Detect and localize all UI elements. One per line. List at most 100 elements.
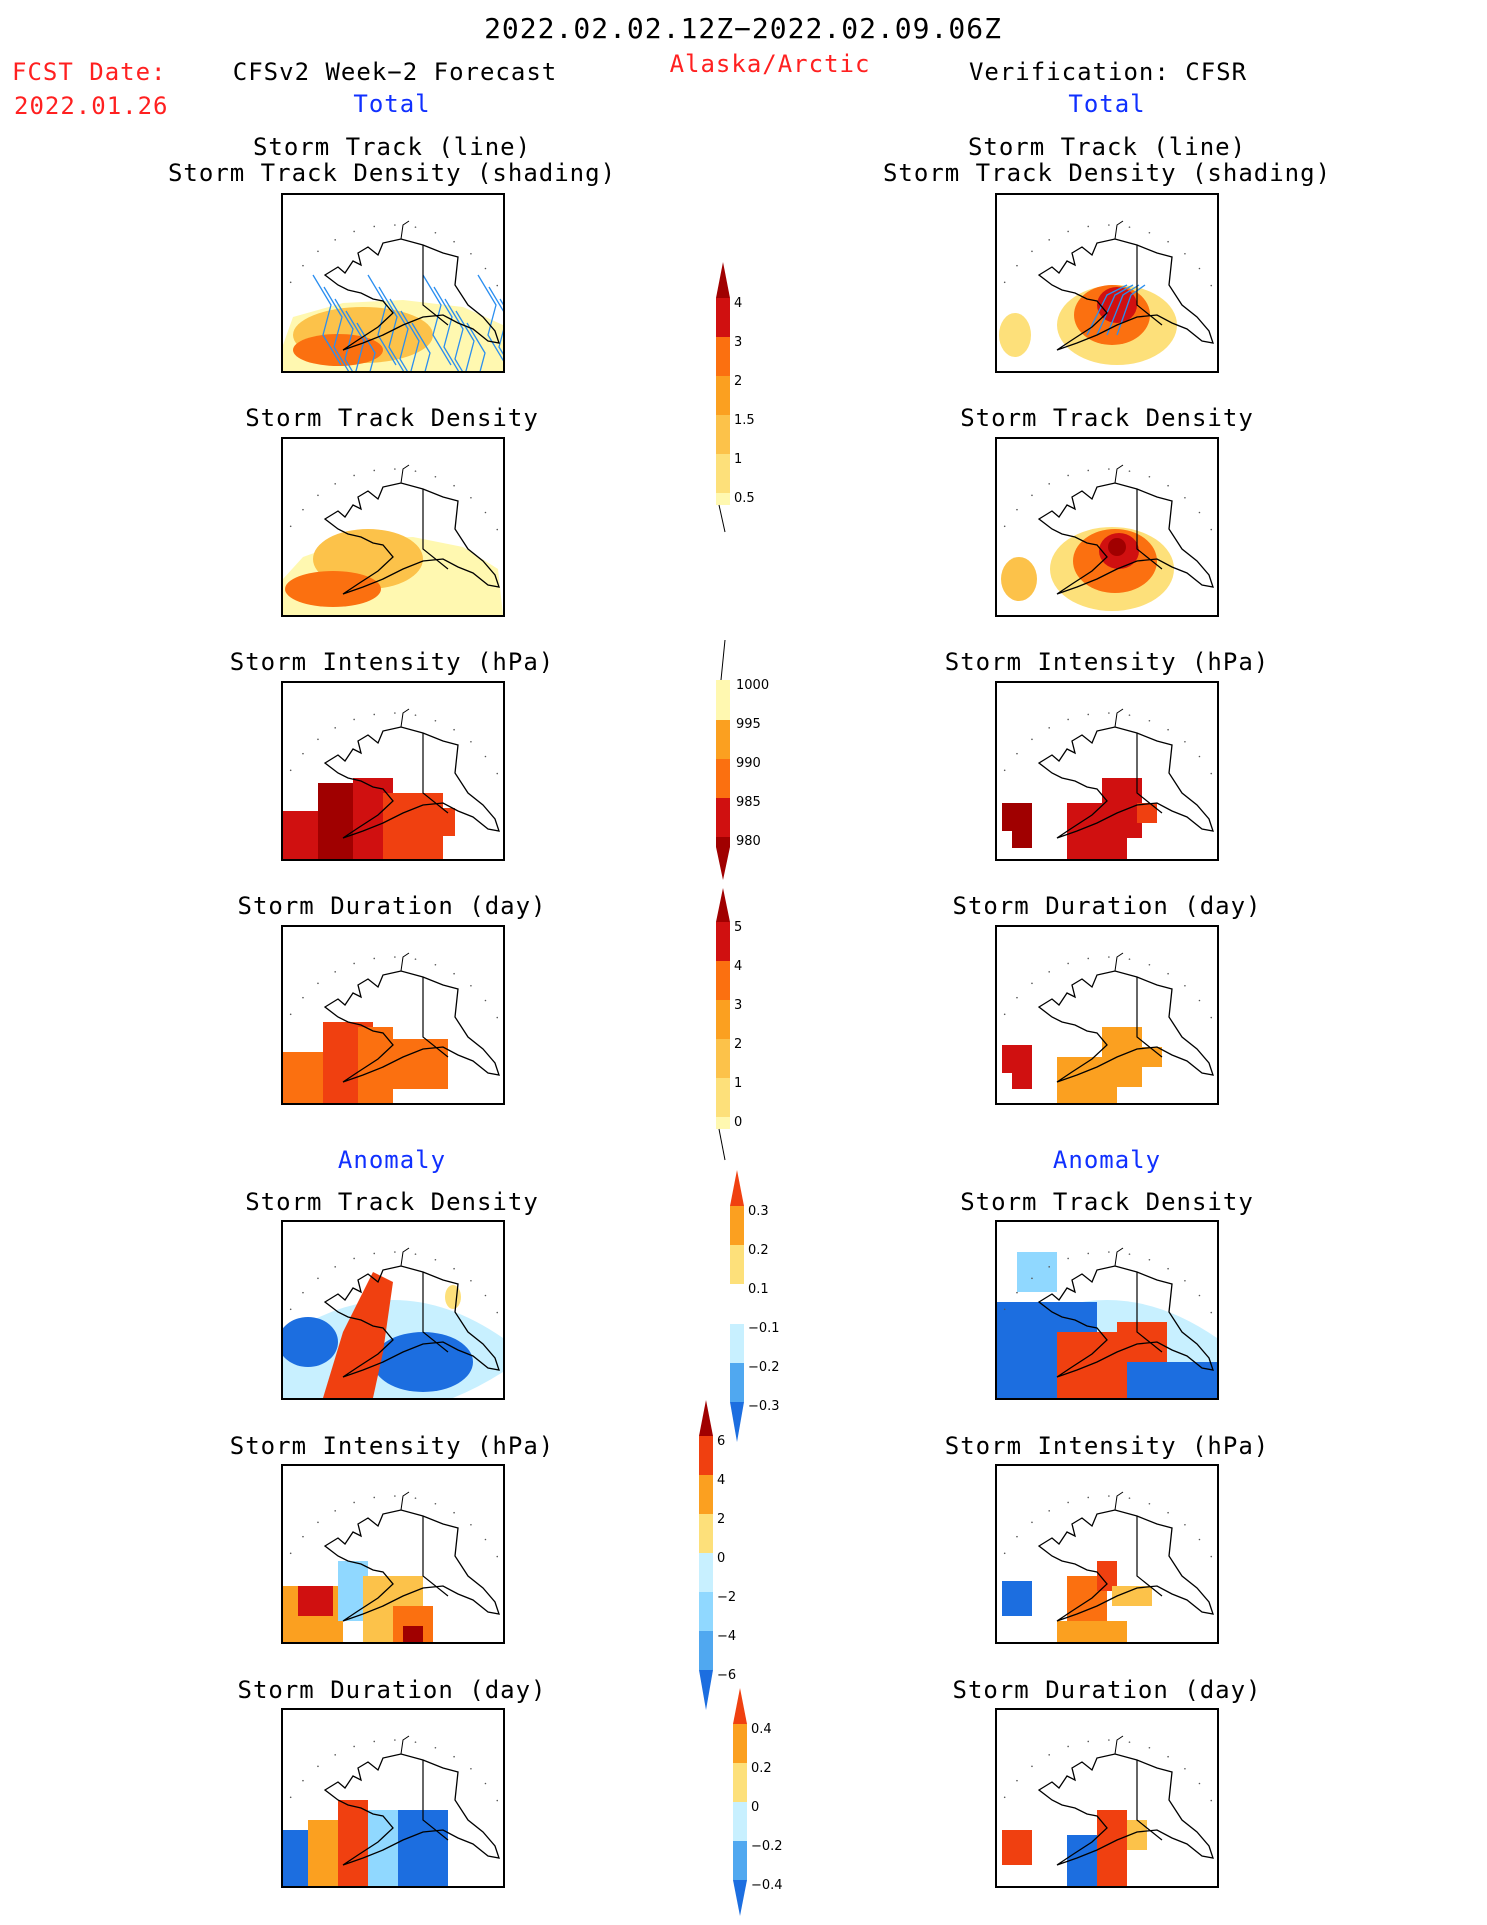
alaska-coastline: [323, 970, 500, 1083]
graticule-dot: [1184, 1279, 1186, 1282]
graticule-dot: [1016, 996, 1018, 999]
storm-track-line: [378, 286, 405, 371]
anomaly-block: [338, 1800, 368, 1886]
cbar-dur-0: 0: [734, 1115, 743, 1130]
graticule-dot: [1128, 958, 1131, 960]
graticule-dot: [1128, 226, 1131, 228]
graticule-dot: [434, 719, 437, 722]
graticule-dot: [289, 1013, 292, 1016]
graticule-dot: [302, 752, 304, 755]
duration-block: [388, 1039, 448, 1089]
graticule-dot: [1048, 239, 1050, 241]
graticule-dot: [289, 1552, 292, 1555]
graticule-dot: [1108, 712, 1110, 714]
anomaly-block: [298, 1586, 333, 1616]
alaska-coastline: [1037, 1753, 1214, 1866]
graticule-dot: [1003, 281, 1006, 284]
map-cfsr-anom-density: [995, 1220, 1219, 1400]
title-anom-density-right: Storm Track Density: [960, 1188, 1254, 1216]
graticule-dot: [373, 957, 376, 960]
graticule-dot: [1016, 264, 1018, 267]
cbar-ad-neg0.1: −0.1: [748, 1321, 780, 1336]
graticule-dot: [353, 474, 355, 477]
title-anom-intensity-left: Storm Intensity (hPa): [229, 1432, 555, 1460]
graticule-dot: [394, 712, 396, 714]
graticule-dot: [317, 738, 319, 741]
alaska-coastline: [323, 1753, 500, 1866]
cbar-ai-neg4: −4: [717, 1629, 737, 1644]
title-density-left: Storm Track Density: [245, 404, 539, 432]
graticule-dot: [1087, 225, 1090, 228]
anomaly-negative: [283, 1317, 338, 1367]
graticule-dot: [302, 264, 304, 267]
graticule-dot: [1031, 1277, 1033, 1280]
graticule-dot: [1198, 511, 1201, 514]
graticule-dot: [373, 1252, 376, 1255]
storm-track-line: [1086, 284, 1128, 336]
alaska-coastline: [1037, 1265, 1214, 1378]
graticule-dot: [1210, 1799, 1213, 1802]
graticule-dot: [302, 1291, 304, 1294]
cbar-dur-2: 2: [734, 1037, 743, 1052]
graticule-dot: [1198, 1294, 1201, 1297]
graticule-dot: [289, 1308, 292, 1311]
section-anomaly-left: Anomaly: [337, 1146, 447, 1174]
alaska-coastline: [1037, 238, 1214, 351]
anomaly-block: [1127, 1362, 1217, 1398]
border-line: [422, 245, 449, 326]
graticule-dot: [1184, 1767, 1186, 1770]
graticule-dot: [434, 231, 437, 234]
cbar-ad-0.2: 0.2: [748, 1243, 769, 1258]
coastline-north: [1114, 952, 1124, 972]
graticule-dot: [394, 1251, 396, 1253]
graticule-dot: [453, 484, 455, 487]
cbar-adur-neg0.4: −0.4: [751, 1878, 783, 1893]
cbar-ai-6: 6: [717, 1434, 726, 1449]
graticule-dot: [1108, 1739, 1110, 1741]
duration-block: [1137, 1047, 1162, 1067]
graticule-dot: [1210, 1311, 1213, 1314]
graticule-dot: [470, 984, 472, 987]
graticule-dot: [496, 1799, 499, 1802]
graticule-dot: [1067, 962, 1069, 965]
coastline-north: [1114, 1491, 1124, 1511]
anomaly-block: [368, 1810, 403, 1886]
graticule-dot: [1108, 956, 1110, 958]
graticule-dot: [1048, 483, 1050, 485]
graticule-dot: [334, 239, 336, 241]
cbar-int-985: 985: [736, 795, 761, 810]
graticule-dot: [414, 1741, 417, 1743]
graticule-dot: [1048, 1510, 1050, 1512]
graticule-dot: [353, 1257, 355, 1260]
title-track-line-left: Storm Track (line): [252, 133, 532, 161]
graticule-dot: [414, 470, 417, 472]
anomaly-block: [308, 1820, 338, 1886]
cbar-ai-neg6: −6: [717, 1668, 737, 1683]
graticule-dot: [1198, 267, 1201, 270]
cbar-adur-neg0.2: −0.2: [751, 1839, 783, 1854]
colorbar-anom-density: 0.3 0.2 0.1 −0.1 −0.2 −0.3: [730, 1170, 810, 1445]
graticule-dot: [496, 1311, 499, 1314]
graticule-dot: [1108, 1495, 1110, 1497]
cbar-dur-5: 5: [734, 920, 743, 935]
graticule-dot: [1067, 474, 1069, 477]
graticule-dot: [394, 1739, 396, 1741]
anomaly-block: [1127, 1820, 1147, 1850]
graticule-dot: [1003, 1013, 1006, 1016]
coastline-north: [1114, 464, 1124, 484]
graticule-dot: [1198, 1782, 1201, 1785]
graticule-dot: [289, 769, 292, 772]
density-shade-low: [1001, 557, 1037, 601]
graticule-dot: [470, 740, 472, 743]
graticule-dot: [470, 1523, 472, 1526]
cbar-ad-neg0.3: −0.3: [748, 1399, 780, 1414]
graticule-dot: [1067, 718, 1069, 721]
title-duration-right: Storm Duration (day): [952, 892, 1262, 920]
graticule-dot: [1128, 1253, 1131, 1255]
graticule-dot: [414, 1497, 417, 1499]
cbar-ai-neg2: −2: [717, 1590, 737, 1605]
graticule-dot: [302, 1779, 304, 1782]
graticule-dot: [373, 225, 376, 228]
duration-block: [1002, 1045, 1032, 1073]
map-cfsr-anom-duration: [995, 1708, 1219, 1888]
